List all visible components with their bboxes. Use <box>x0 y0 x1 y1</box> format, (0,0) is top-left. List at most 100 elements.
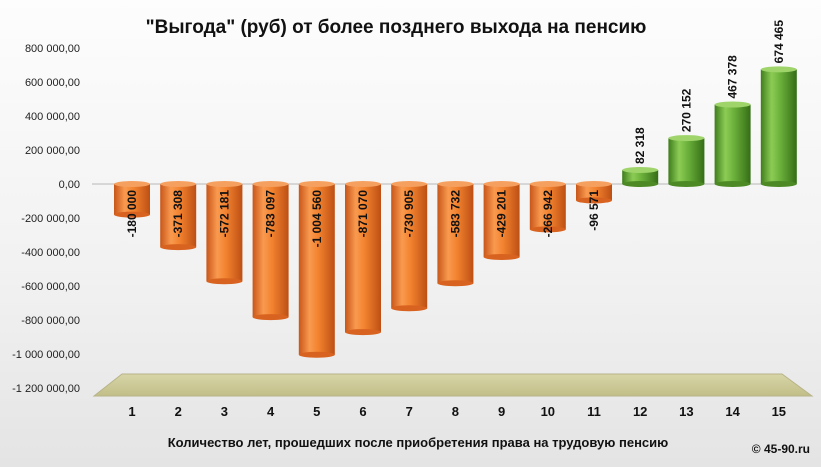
bar-base <box>160 181 197 187</box>
bar-base <box>391 181 428 187</box>
bar-body <box>206 184 243 282</box>
bar-base <box>206 181 243 187</box>
bar-body <box>622 170 659 184</box>
y-tick-label: -1 200 000,00 <box>12 383 80 395</box>
bar-negative <box>576 181 612 204</box>
bar-cap <box>160 244 197 251</box>
bar-cap <box>529 226 566 233</box>
bar-negative <box>345 181 381 336</box>
bar-negative <box>252 181 289 321</box>
x-tick-label: 8 <box>452 404 459 419</box>
bar-body <box>714 104 751 184</box>
bar-negative <box>391 181 428 312</box>
bar-base <box>668 181 705 187</box>
data-label: 674 465 <box>772 20 786 64</box>
bars <box>114 66 797 358</box>
x-tick-label: 11 <box>587 404 601 419</box>
x-tick-label: 2 <box>175 404 182 419</box>
y-tick-label: 600 000,00 <box>25 77 80 89</box>
data-label: 467 378 <box>726 55 740 99</box>
y-axis: 800 000,00 600 000,00 400 000,00 200 000,00… <box>12 43 80 395</box>
y-tick-label: -800 000,00 <box>21 315 80 327</box>
x-tick-label: 12 <box>633 404 647 419</box>
chart-floor <box>92 373 814 397</box>
bar-negative <box>437 181 474 287</box>
bar-base <box>252 181 289 187</box>
bar-positive <box>622 167 659 187</box>
bar-body <box>114 184 150 215</box>
bar-negative <box>160 181 197 251</box>
y-tick-label: -200 000,00 <box>21 213 80 225</box>
bar-base <box>529 181 566 187</box>
bar-body <box>345 184 381 333</box>
bar-cap <box>576 197 612 204</box>
bar-body <box>160 184 197 248</box>
bar-cap <box>391 305 428 312</box>
bar-body <box>252 184 289 318</box>
x-tick-label: 6 <box>359 404 366 419</box>
bar-base <box>714 181 751 187</box>
bar-base <box>760 181 797 187</box>
bar-cap <box>483 253 520 260</box>
bar-negative <box>206 181 243 285</box>
bar-body <box>576 184 612 201</box>
bar-positive <box>668 135 705 187</box>
bar-cap <box>298 351 335 358</box>
bar-cap <box>114 211 150 218</box>
x-tick-label: 14 <box>725 404 740 419</box>
bar-cap <box>345 329 381 336</box>
bar-base <box>114 181 150 187</box>
data-label: -180 000 <box>125 190 139 238</box>
bar-body <box>483 184 520 257</box>
bar-base <box>437 181 474 187</box>
bar-negative <box>114 181 150 218</box>
bar-cap <box>760 66 797 73</box>
x-tick-label: 10 <box>541 404 555 419</box>
data-label: 270 152 <box>679 88 693 132</box>
y-tick-label: 0,00 <box>59 179 80 191</box>
x-axis-label: Количество лет, прошедших после приобрет… <box>168 435 669 450</box>
bar-cap <box>437 280 474 287</box>
bar-base <box>576 181 612 187</box>
bar-base <box>622 181 659 187</box>
x-axis: 1 2 3 4 5 6 7 8 9 10 11 12 13 14 15 <box>128 404 786 419</box>
bar-negative <box>483 181 520 260</box>
x-tick-label: 9 <box>498 404 505 419</box>
bar-base <box>483 181 520 187</box>
bar-body <box>437 184 474 284</box>
bar-body <box>298 184 335 355</box>
x-tick-label: 1 <box>128 404 135 419</box>
bar-cap <box>206 278 243 285</box>
data-label: -583 732 <box>448 190 462 238</box>
y-tick-label: 200 000,00 <box>25 145 80 157</box>
data-label: -429 201 <box>495 190 509 238</box>
bar-cap <box>622 167 659 174</box>
y-tick-label: -400 000,00 <box>21 247 80 259</box>
y-tick-label: -600 000,00 <box>21 281 80 293</box>
bar-body <box>529 184 566 230</box>
bar-body <box>391 184 428 309</box>
data-label: -730 905 <box>402 190 416 238</box>
bar-positive <box>714 101 751 187</box>
bar-body <box>760 69 797 184</box>
copyright-text: © 45-90.ru <box>752 442 810 456</box>
x-tick-label: 4 <box>267 404 275 419</box>
x-tick-label: 7 <box>406 404 413 419</box>
bar-body <box>668 138 705 184</box>
data-label: -266 942 <box>541 190 555 238</box>
y-tick-label: 400 000,00 <box>25 111 80 123</box>
chart-title: "Выгода" (руб) от более позднего выхода … <box>146 17 647 38</box>
bar-cap <box>252 314 289 321</box>
bar-cap <box>668 135 705 142</box>
bar-positive <box>760 66 797 187</box>
x-tick-label: 5 <box>313 404 320 419</box>
bar-base <box>345 181 381 187</box>
data-label: -871 070 <box>356 190 370 238</box>
bar-base <box>298 181 335 187</box>
data-label: -572 181 <box>217 190 231 238</box>
bar-negative <box>529 181 566 233</box>
data-label: -783 097 <box>264 190 278 238</box>
y-tick-label: 800 000,00 <box>25 43 80 55</box>
data-label: -1 004 560 <box>310 190 324 248</box>
